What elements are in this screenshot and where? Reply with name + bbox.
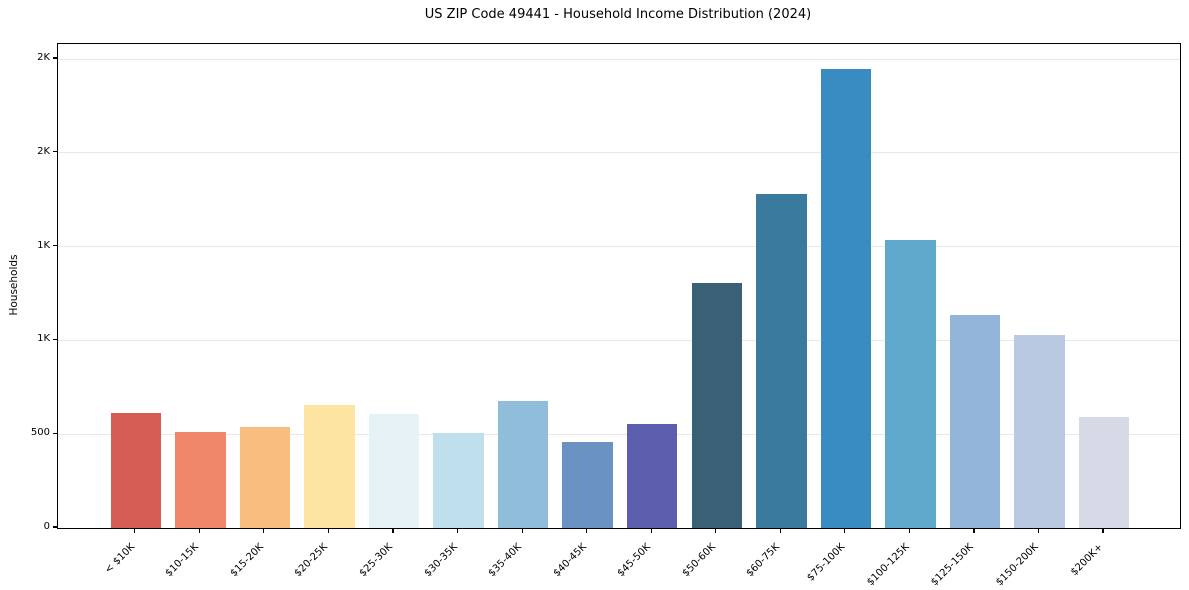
y-tick-label: 2K (37, 145, 50, 157)
x-tick-mark (327, 528, 330, 533)
x-tick-mark (779, 528, 781, 533)
y-tick-label: 500 (30, 427, 50, 439)
x-tick-label: $20-25K (292, 541, 331, 580)
x-tick-label: $30-35K (421, 541, 460, 580)
y-axis-label: Households (8, 254, 20, 316)
bar-8 (626, 423, 678, 528)
bar-11 (820, 69, 872, 528)
y-gridline (58, 433, 1180, 435)
y-gridline (58, 58, 1180, 60)
x-tick-mark (908, 528, 910, 533)
x-tick-mark (1037, 528, 1040, 533)
x-tick-mark (392, 528, 394, 533)
x-tick-label: $75-100K (804, 541, 847, 584)
bar-0 (110, 412, 162, 528)
x-tick-mark (844, 528, 846, 533)
y-tick-mark (53, 151, 57, 153)
x-tick-label: $15-20K (228, 541, 266, 580)
bar-3 (304, 405, 355, 528)
x-tick-label: $100-125K (864, 541, 912, 589)
x-tick-label: < $10K (102, 541, 137, 576)
bar-14 (1014, 334, 1065, 528)
x-tick-label: $60-75K (744, 541, 783, 580)
x-tick-mark (134, 528, 136, 533)
x-tick-label: $125-150K (929, 541, 976, 589)
x-tick-mark (1102, 528, 1104, 533)
x-tick-label: $45-50K (615, 541, 654, 580)
x-tick-label: $40-45K (551, 541, 589, 580)
y-gridline (58, 152, 1180, 154)
bar-9 (691, 283, 742, 528)
y-tick-mark (53, 526, 57, 528)
x-tick-label: $10-15K (163, 541, 202, 580)
y-tick-mark (53, 57, 57, 59)
y-gridline (58, 246, 1180, 248)
x-tick-label: $200K+ (1068, 541, 1105, 578)
bar-5 (433, 433, 484, 528)
x-tick-label: $150-200K (993, 541, 1041, 589)
y-tick-label: 1K (37, 333, 50, 345)
x-tick-mark (263, 528, 265, 533)
x-tick-mark (521, 528, 523, 533)
y-gridline (58, 339, 1180, 341)
bar-15 (1078, 417, 1130, 528)
y-tick-mark (53, 245, 57, 247)
x-tick-mark (650, 528, 652, 533)
bar-1 (175, 431, 226, 528)
y-tick-mark (53, 432, 57, 434)
x-tick-label: $35-40K (486, 541, 524, 580)
x-tick-mark (586, 528, 588, 533)
bar-12 (885, 240, 936, 528)
x-tick-mark (456, 528, 459, 533)
y-tick-label: 2K (37, 52, 50, 63)
bar-4 (368, 413, 420, 528)
x-tick-label: $25-30K (357, 541, 395, 580)
x-tick-mark (715, 528, 717, 533)
x-tick-label: $50-60K (680, 541, 718, 580)
x-tick-mark (973, 528, 975, 533)
bar-7 (562, 441, 613, 528)
y-tick-mark (53, 338, 57, 340)
y-tick-label: 0 (43, 521, 50, 532)
x-tick-mark (198, 528, 200, 533)
chart-title: US ZIP Code 49441 - Household Income Dis… (424, 7, 812, 22)
bar-13 (949, 315, 1001, 528)
y-tick-label: 1K (37, 239, 50, 251)
plot-area (57, 43, 1181, 529)
bar-10 (756, 194, 807, 528)
bar-2 (239, 426, 291, 528)
bar-6 (497, 401, 549, 528)
